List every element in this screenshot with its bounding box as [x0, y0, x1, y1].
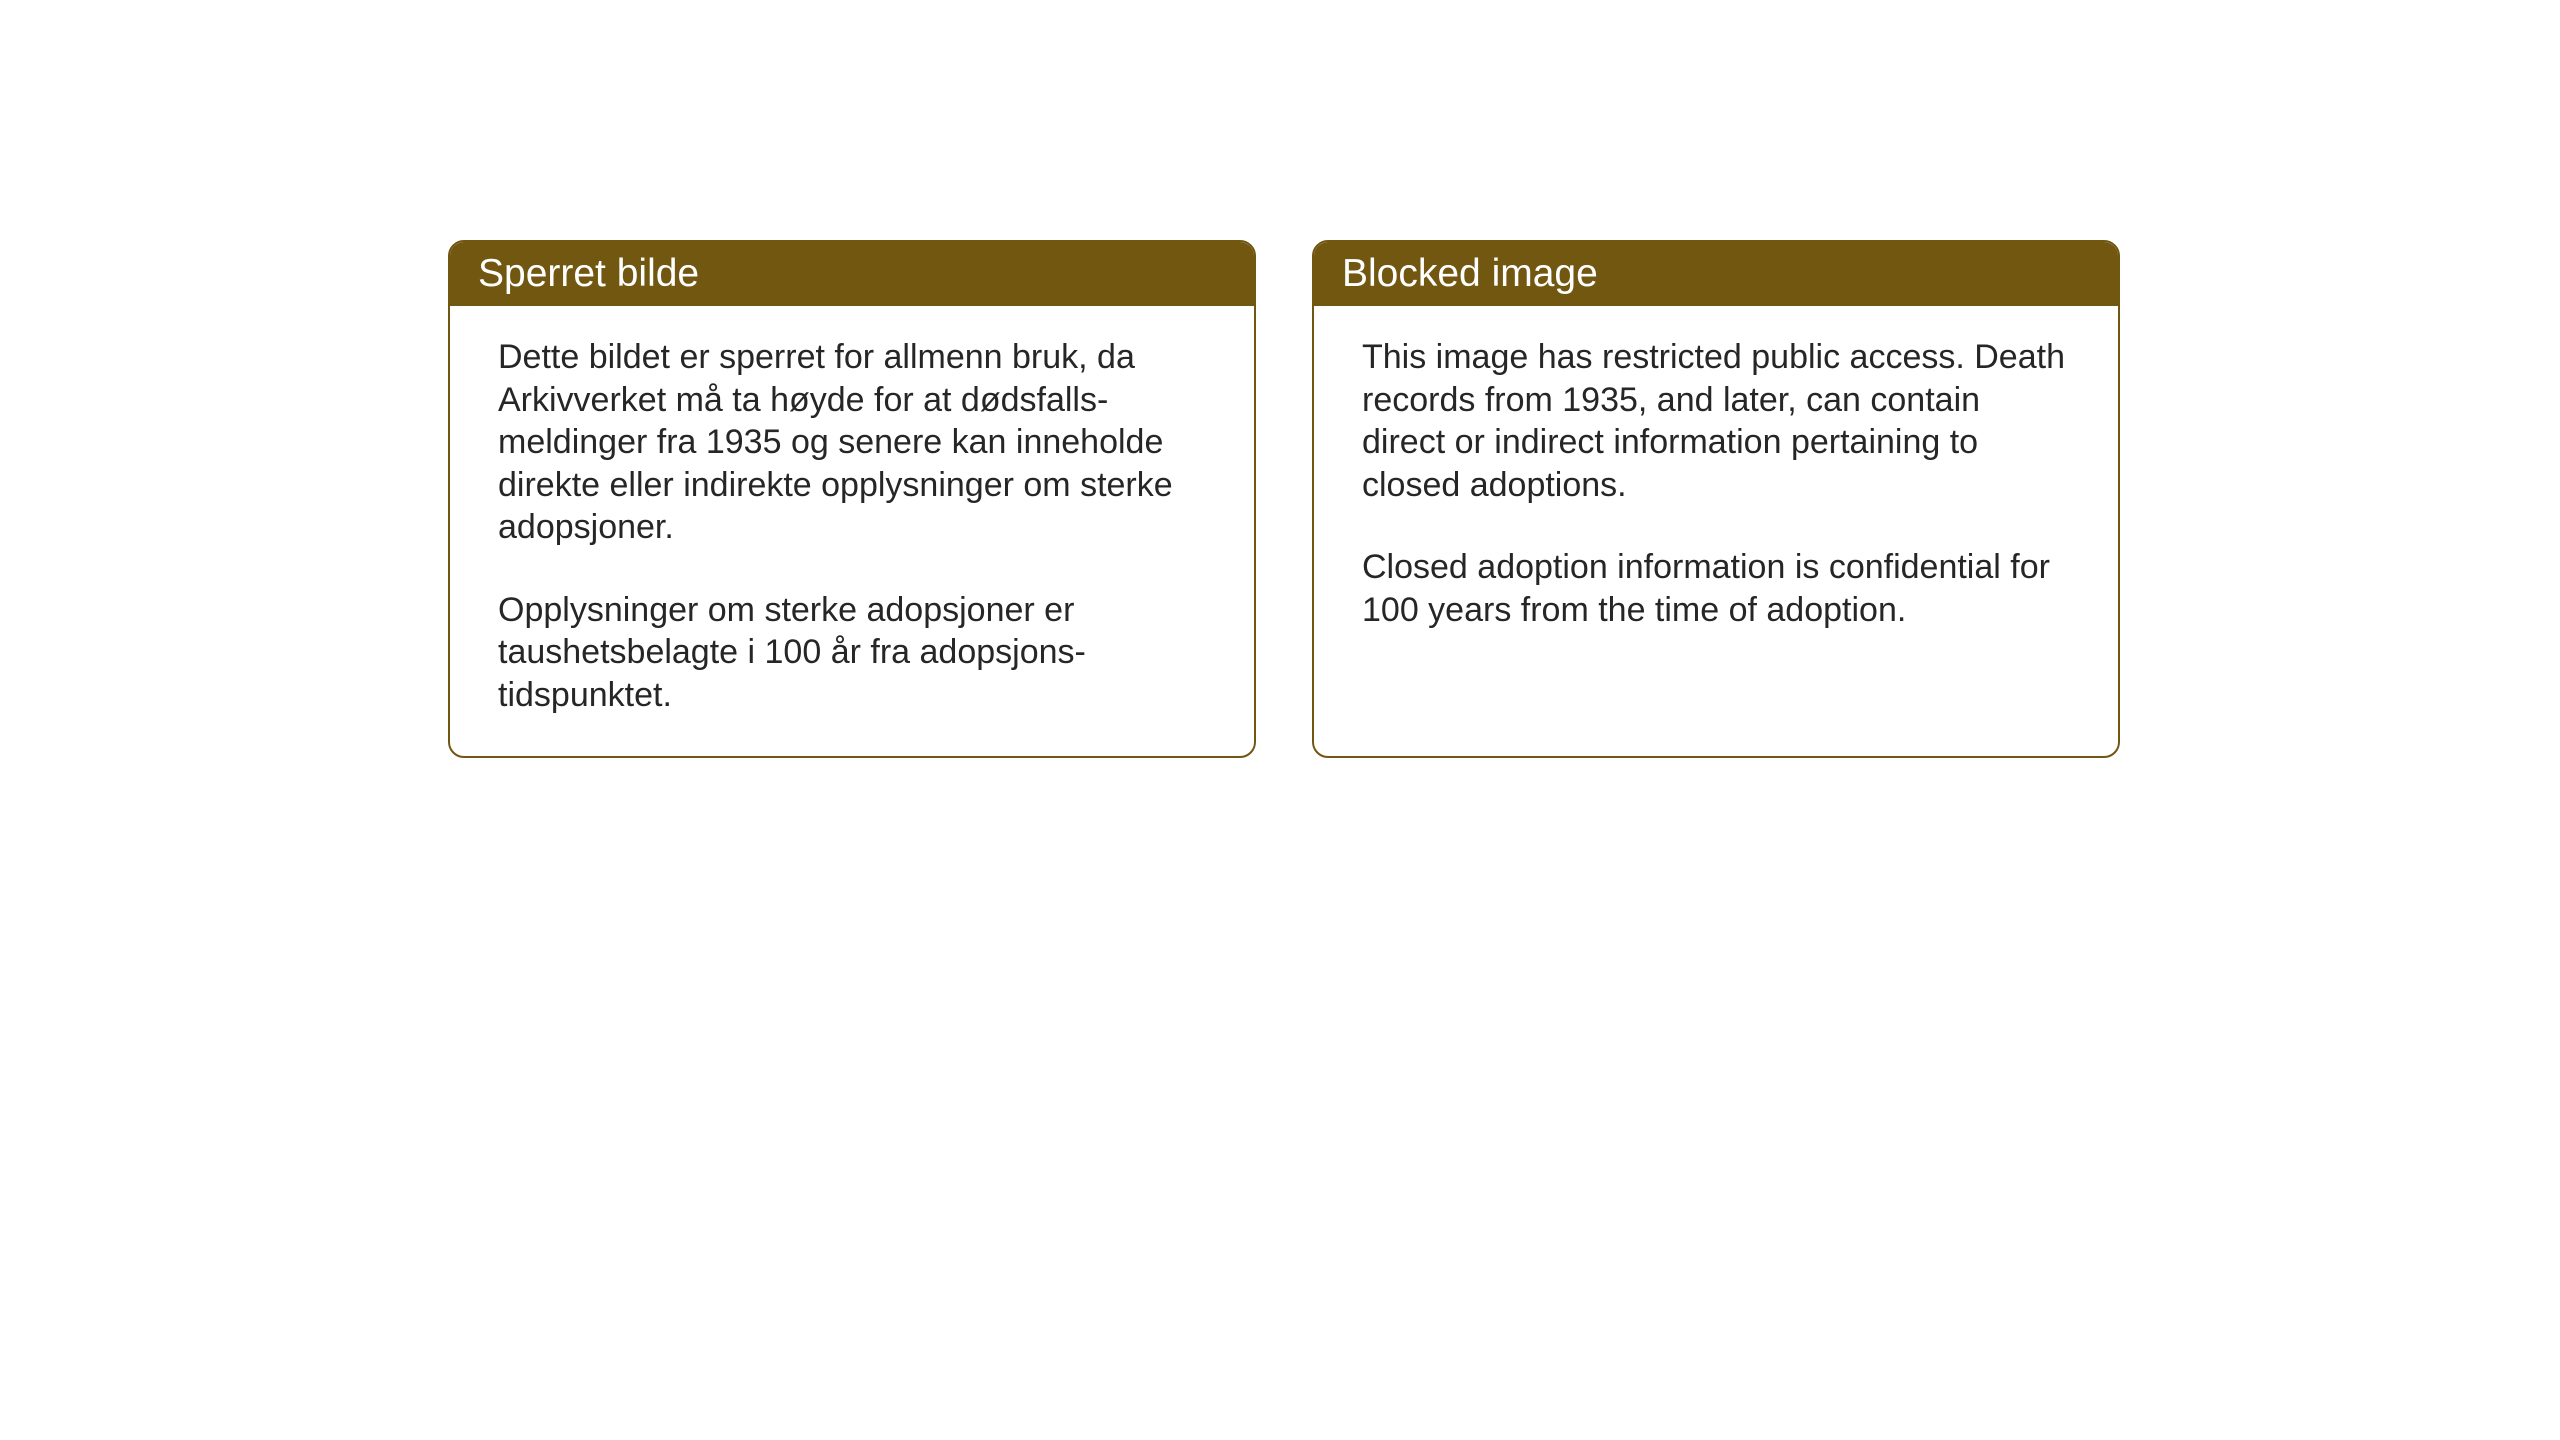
notice-container: Sperret bilde Dette bildet er sperret fo… — [448, 240, 2120, 758]
english-card-body: This image has restricted public access.… — [1314, 306, 2118, 716]
norwegian-paragraph-2: Opplysninger om sterke adopsjoner er tau… — [498, 589, 1206, 717]
english-paragraph-2: Closed adoption information is confident… — [1362, 546, 2070, 631]
english-paragraph-1: This image has restricted public access.… — [1362, 336, 2070, 506]
english-card-title: Blocked image — [1314, 242, 2118, 306]
norwegian-notice-card: Sperret bilde Dette bildet er sperret fo… — [448, 240, 1256, 758]
norwegian-card-body: Dette bildet er sperret for allmenn bruk… — [450, 306, 1254, 756]
norwegian-paragraph-1: Dette bildet er sperret for allmenn bruk… — [498, 336, 1206, 549]
english-notice-card: Blocked image This image has restricted … — [1312, 240, 2120, 758]
norwegian-card-title: Sperret bilde — [450, 242, 1254, 306]
